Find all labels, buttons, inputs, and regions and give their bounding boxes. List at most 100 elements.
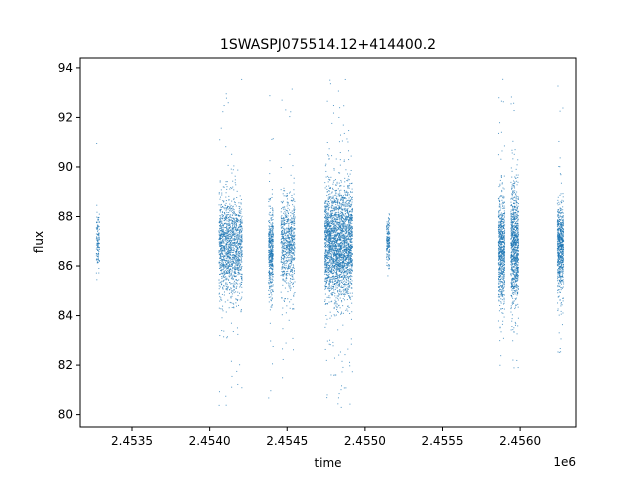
data-point: [227, 228, 229, 230]
data-point: [341, 223, 343, 225]
data-point: [331, 210, 333, 212]
data-point: [225, 248, 227, 250]
data-point: [334, 255, 336, 257]
data-point: [324, 252, 326, 254]
data-point: [335, 257, 337, 259]
data-point: [329, 244, 331, 246]
data-point: [218, 279, 220, 281]
data-point: [332, 201, 334, 203]
data-point: [343, 275, 345, 277]
data-point: [220, 308, 222, 310]
data-point: [292, 249, 294, 251]
data-point: [290, 257, 292, 259]
data-point: [230, 187, 232, 189]
data-point: [270, 251, 272, 253]
data-point: [95, 255, 97, 257]
data-point: [331, 251, 333, 253]
data-point: [342, 273, 344, 275]
data-point: [339, 244, 341, 246]
data-point: [325, 163, 327, 165]
data-point: [233, 189, 235, 191]
data-point: [281, 230, 283, 232]
data-point: [226, 284, 228, 286]
data-point: [290, 228, 292, 230]
data-point: [337, 228, 339, 230]
data-point: [340, 237, 342, 239]
data-point: [350, 264, 352, 266]
data-point: [241, 276, 243, 278]
data-point: [291, 244, 293, 246]
data-point: [229, 256, 231, 258]
data-point: [330, 268, 332, 270]
data-point: [285, 239, 287, 241]
data-point: [345, 268, 347, 270]
data-point: [351, 208, 353, 210]
data-point: [327, 236, 329, 238]
data-point: [337, 297, 339, 299]
data-point: [343, 221, 345, 223]
data-point: [223, 236, 225, 238]
data-point: [330, 211, 332, 213]
data-point: [341, 263, 343, 265]
data-point: [342, 254, 344, 256]
data-point: [341, 232, 343, 234]
data-point: [330, 240, 332, 242]
data-point: [221, 259, 223, 261]
data-point: [347, 217, 349, 219]
data-point: [226, 232, 228, 234]
data-point: [218, 292, 220, 294]
data-point: [230, 249, 232, 251]
data-point: [324, 221, 326, 223]
data-point: [280, 242, 282, 244]
data-point: [330, 301, 332, 303]
data-point: [344, 276, 346, 278]
data-point: [345, 270, 347, 272]
data-point: [269, 239, 271, 241]
data-point: [235, 287, 237, 289]
data-point: [333, 180, 335, 182]
data-point: [282, 219, 284, 221]
data-point: [342, 223, 344, 225]
data-point: [345, 289, 347, 291]
data-point: [271, 214, 273, 216]
data-point: [241, 250, 243, 252]
data-point: [235, 299, 237, 301]
data-point: [293, 211, 295, 213]
data-point: [351, 261, 353, 263]
data-point: [237, 221, 239, 223]
data-point: [325, 303, 327, 305]
data-point: [324, 254, 326, 256]
data-point: [328, 261, 330, 263]
data-point: [329, 179, 331, 181]
data-point: [269, 286, 271, 288]
data-point: [233, 289, 235, 291]
data-point: [228, 257, 230, 259]
data-point: [324, 244, 326, 246]
data-point: [228, 251, 230, 253]
data-point: [293, 269, 295, 271]
data-point: [229, 230, 231, 232]
data-point: [237, 244, 239, 246]
data-point: [324, 264, 326, 266]
data-point: [238, 235, 240, 237]
data-point: [223, 294, 225, 296]
data-point: [332, 237, 334, 239]
data-point: [328, 214, 330, 216]
data-point: [234, 259, 236, 261]
data-point: [268, 293, 270, 295]
data-point: [286, 195, 288, 197]
data-point: [348, 205, 350, 207]
data-point: [333, 252, 335, 254]
data-point: [272, 266, 274, 268]
data-point: [350, 258, 352, 260]
data-point: [241, 246, 243, 248]
data-point: [235, 213, 237, 215]
data-point: [347, 228, 349, 230]
data-point: [333, 200, 335, 202]
data-point: [272, 256, 274, 258]
data-point: [291, 223, 293, 225]
data-point: [232, 263, 234, 265]
data-point: [287, 256, 289, 258]
data-point: [220, 232, 222, 234]
data-point: [325, 218, 327, 220]
